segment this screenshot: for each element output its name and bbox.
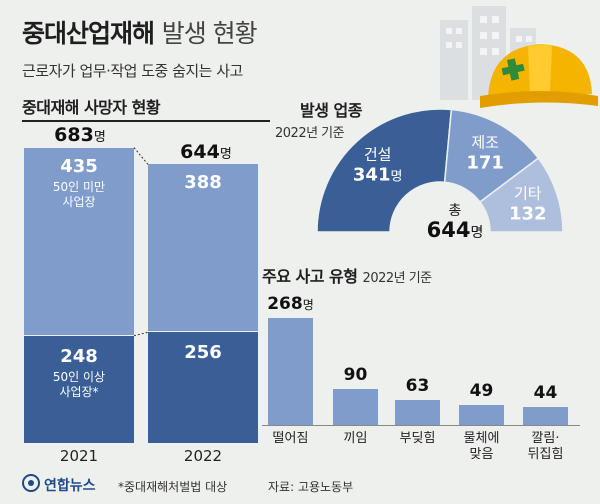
- total-label-2022: 644명: [180, 141, 232, 163]
- donut-total-label: 총: [448, 203, 462, 219]
- yonhap-logo-icon: [22, 474, 40, 492]
- accident-baseline: [262, 425, 580, 426]
- value-2021-small: 435: [60, 155, 98, 177]
- donut-label-3: 기타: [514, 185, 542, 203]
- accident-value-4: 49: [469, 381, 494, 402]
- value-2021-large: 248: [60, 345, 98, 367]
- footnote: *중대재해처벌법 대상: [118, 480, 228, 494]
- accident-category-1: 떨어짐: [272, 431, 309, 446]
- title-light: 발생 현황: [161, 19, 258, 48]
- accident-bar-2: [333, 389, 378, 425]
- label-small-business: 50인 미만 사업장: [52, 179, 106, 209]
- year-label-2021: 2021: [59, 447, 99, 465]
- total-label-2021: 683명: [54, 124, 106, 146]
- donut-label-2: 제조: [471, 133, 499, 151]
- label-large-business: 50인 이상 사업장*: [52, 369, 106, 399]
- year-label-2022: 2022: [183, 447, 223, 465]
- bar-2022-small-segment: [148, 164, 258, 332]
- accident-category-3: 부딪힘: [399, 431, 436, 446]
- accident-value-5: 44: [533, 383, 558, 404]
- bar-2021-large-segment: [24, 335, 134, 443]
- accident-category-2: 끼임: [343, 431, 368, 446]
- industry-section-title: 발생 업종: [300, 101, 362, 120]
- donut-slice-1: [316, 108, 453, 233]
- donut-value-3: 132: [509, 204, 547, 225]
- accident-category-5: 깔림· 뒤집힘: [527, 431, 564, 462]
- accident-bar-4: [459, 405, 504, 425]
- accident-value-1: 268명: [267, 293, 314, 314]
- brand-name: 연합뉴스: [44, 478, 96, 494]
- value-2022-small: 388: [184, 172, 222, 194]
- industry-note: 2022년 기준: [275, 126, 345, 141]
- accident-bar-3: [395, 399, 440, 425]
- hardhat-illustration: [440, 6, 598, 108]
- donut-slice-3: [478, 157, 564, 233]
- accident-value-2: 90: [343, 365, 368, 385]
- donut-value-1: 341명: [353, 165, 403, 186]
- bar-2021-small-segment: [24, 147, 134, 335]
- bar-2022-large-segment: [148, 332, 258, 443]
- value-2022-large: 256: [184, 342, 222, 364]
- donut-label-1: 건설: [364, 146, 392, 164]
- deaths-section-title: 중대재해 사망자 현황: [22, 98, 161, 117]
- accident-bar-1: [268, 317, 313, 425]
- title-bold: 중대산업재해: [22, 19, 155, 48]
- helmet-icon: [480, 44, 598, 108]
- accident-section-title: 주요 사고 유형 2022년 기준: [262, 267, 433, 286]
- deaths-header-rule: [22, 120, 270, 122]
- page-title: 중대산업재해 발생 현황: [22, 14, 258, 50]
- accident-bar-5: [523, 407, 568, 425]
- page-subtitle: 근로자가 업무·작업 도중 숨지는 사고: [22, 62, 243, 80]
- source-note: 자료: 고용노동부: [268, 480, 354, 494]
- accident-value-3: 63: [405, 375, 430, 396]
- donut-total-value: 644명: [426, 218, 484, 242]
- accident-category-4: 물체에 맞음: [463, 431, 500, 462]
- donut-value-2: 171: [466, 152, 504, 173]
- accident-note: 2022년 기준: [362, 271, 433, 286]
